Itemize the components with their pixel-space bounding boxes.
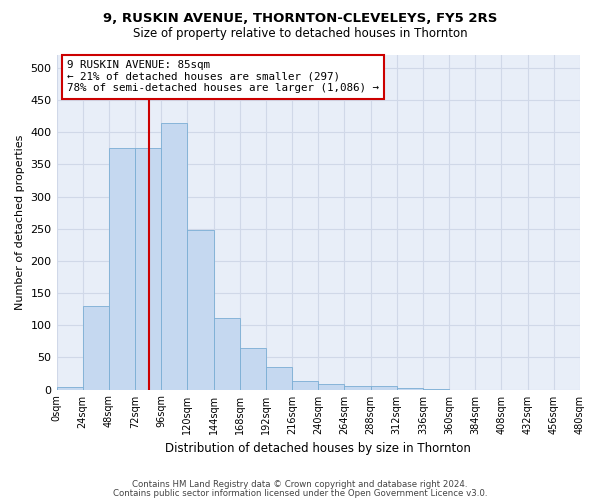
Bar: [161, 122, 187, 390]
Bar: [240, 348, 266, 390]
Text: Contains public sector information licensed under the Open Government Licence v3: Contains public sector information licen…: [113, 488, 487, 498]
Bar: [187, 230, 214, 390]
Y-axis label: Number of detached properties: Number of detached properties: [15, 134, 25, 310]
Bar: [344, 386, 371, 390]
Bar: [397, 388, 423, 390]
Bar: [292, 380, 318, 390]
Text: Contains HM Land Registry data © Crown copyright and database right 2024.: Contains HM Land Registry data © Crown c…: [132, 480, 468, 489]
Bar: [214, 318, 240, 390]
Bar: [423, 389, 449, 390]
Text: Size of property relative to detached houses in Thornton: Size of property relative to detached ho…: [133, 28, 467, 40]
Text: 9 RUSKIN AVENUE: 85sqm
← 21% of detached houses are smaller (297)
78% of semi-de: 9 RUSKIN AVENUE: 85sqm ← 21% of detached…: [67, 60, 379, 93]
Bar: [109, 148, 135, 390]
Bar: [318, 384, 344, 390]
Bar: [135, 148, 161, 390]
Bar: [266, 367, 292, 390]
Bar: [371, 386, 397, 390]
Text: 9, RUSKIN AVENUE, THORNTON-CLEVELEYS, FY5 2RS: 9, RUSKIN AVENUE, THORNTON-CLEVELEYS, FY…: [103, 12, 497, 26]
X-axis label: Distribution of detached houses by size in Thornton: Distribution of detached houses by size …: [166, 442, 471, 455]
Bar: [83, 306, 109, 390]
Bar: [56, 387, 83, 390]
